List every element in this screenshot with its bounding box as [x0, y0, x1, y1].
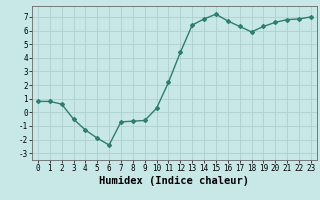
X-axis label: Humidex (Indice chaleur): Humidex (Indice chaleur)	[100, 176, 249, 186]
